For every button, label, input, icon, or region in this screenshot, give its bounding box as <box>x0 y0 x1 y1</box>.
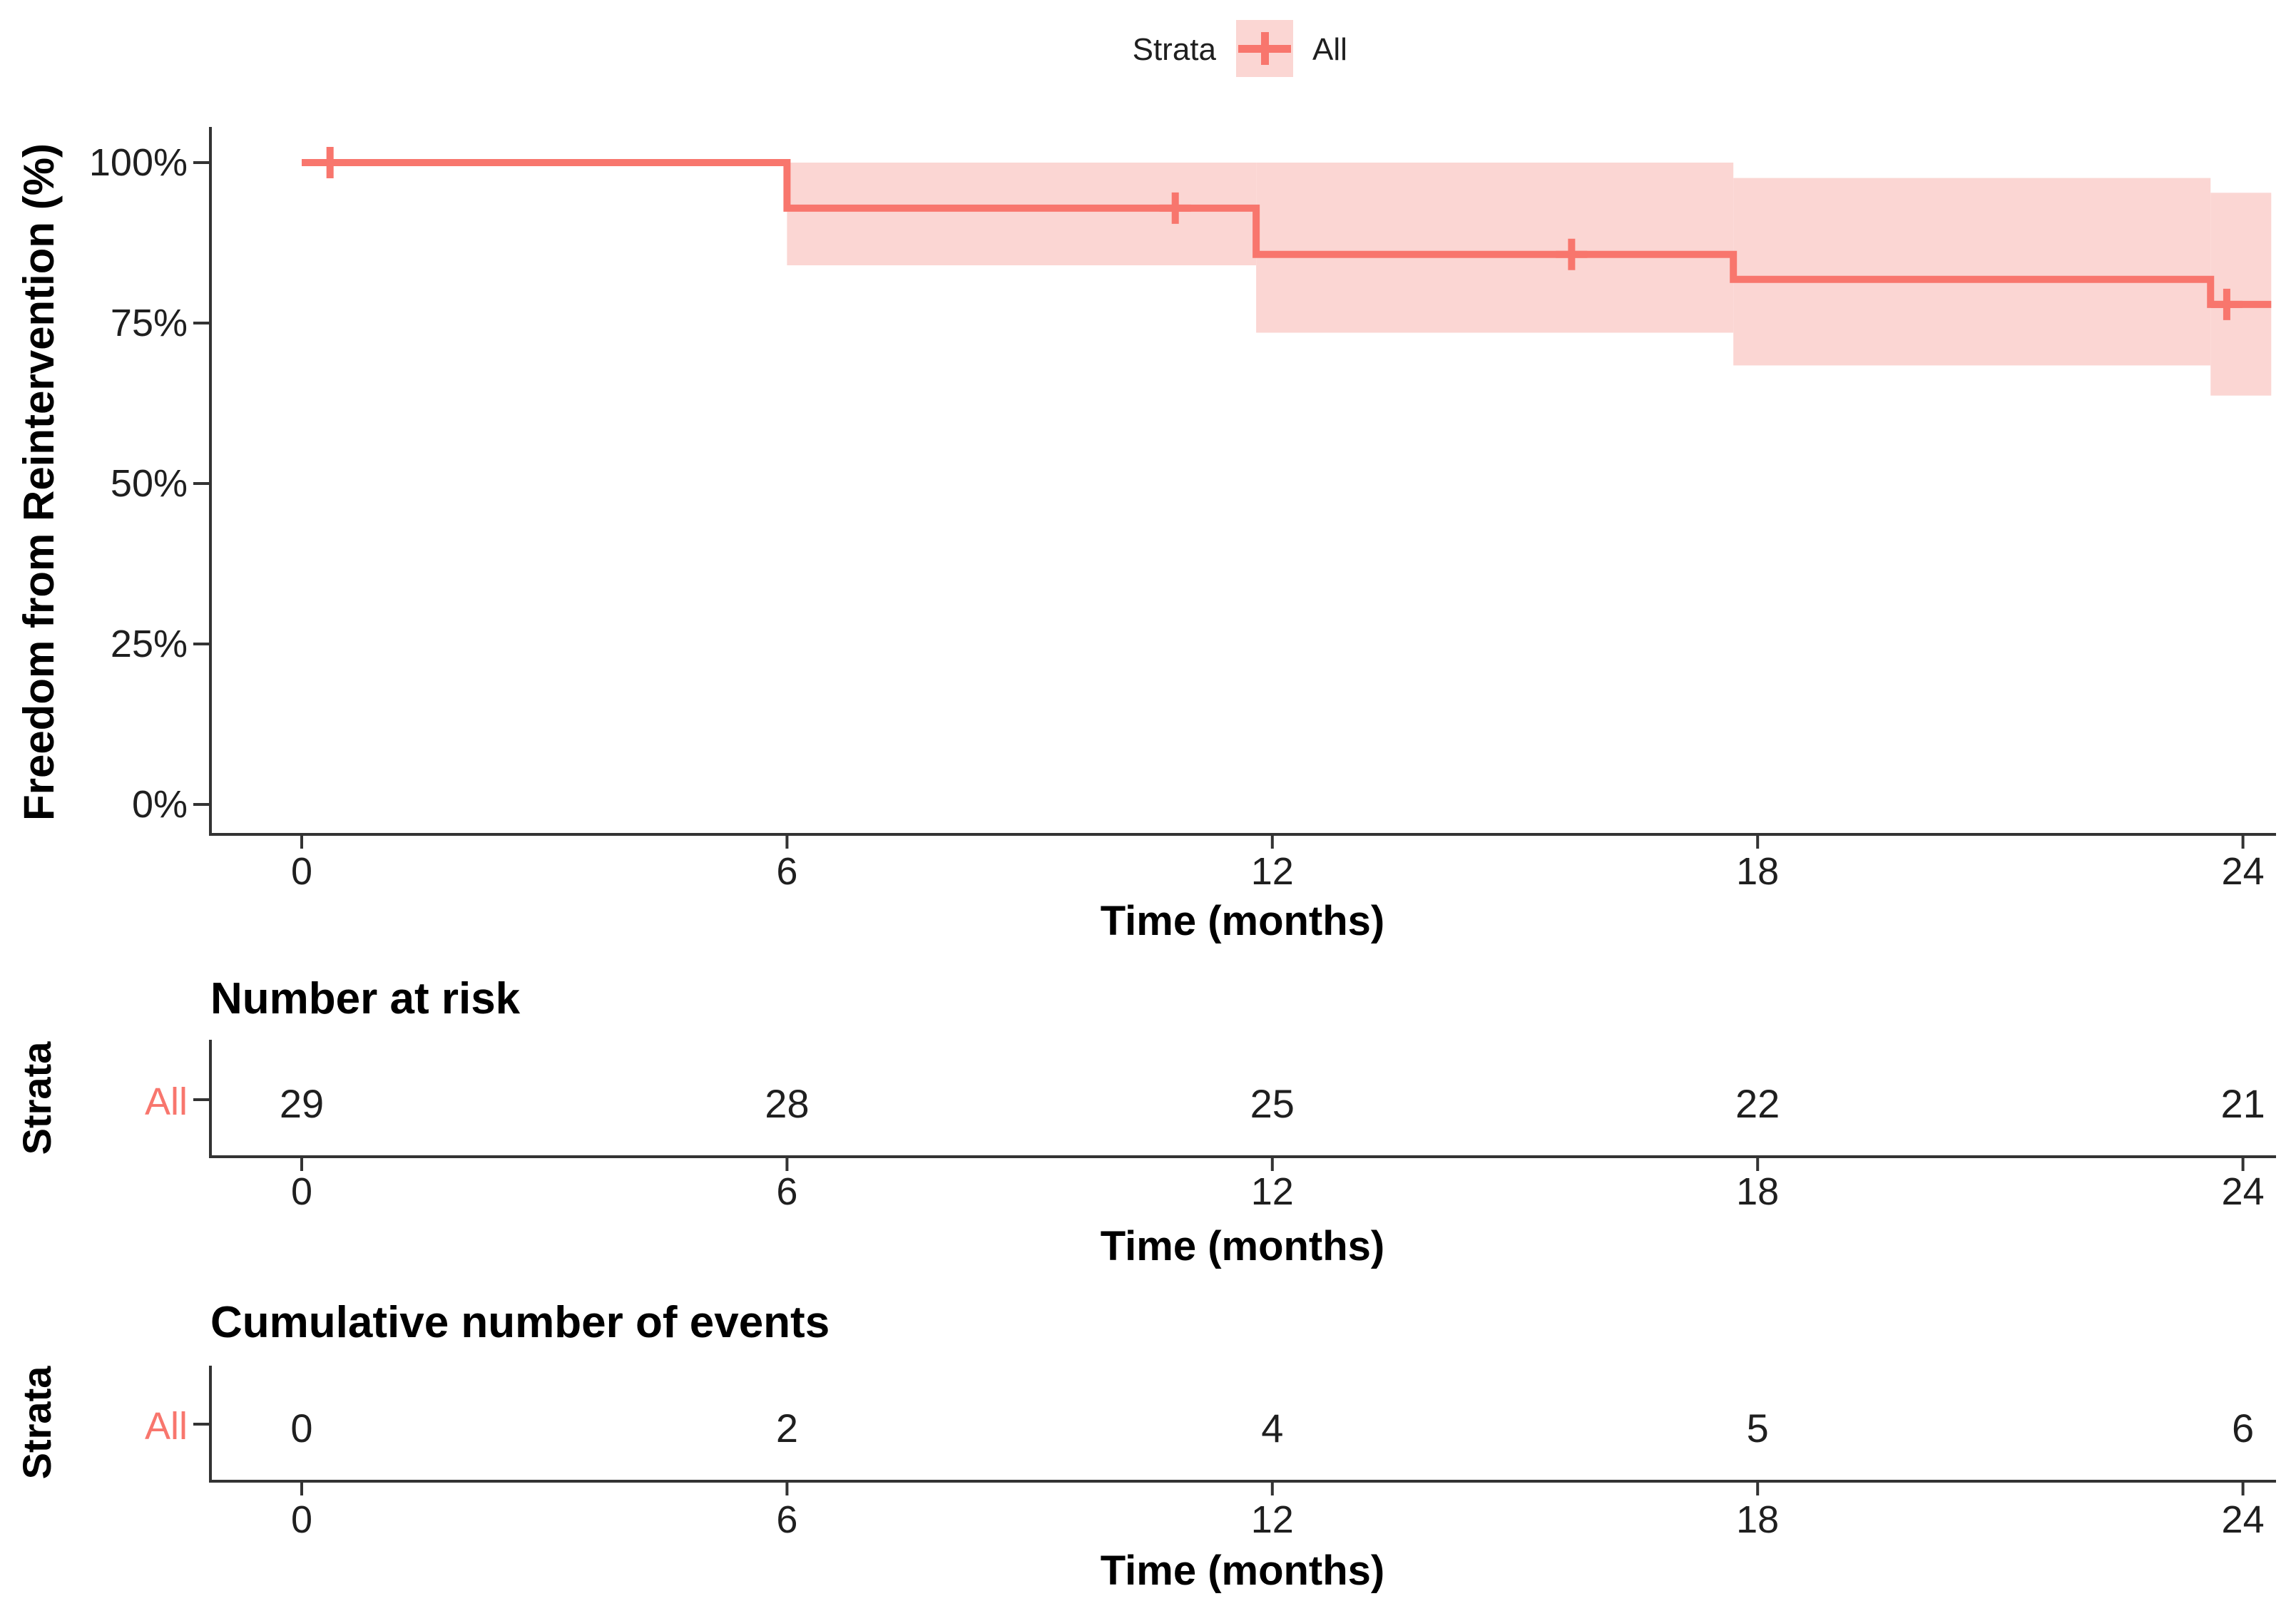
legend-key-all <box>1236 20 1293 77</box>
y-axis-tick-label: 75% <box>110 302 188 344</box>
risk-x-tick-label: 24 <box>2221 1170 2265 1213</box>
survival-curve <box>302 159 2272 308</box>
events-x-tick-label: 6 <box>776 1498 798 1541</box>
confidence-band <box>787 163 1257 265</box>
x-axis-title-risk: Time (months) <box>1100 1223 1385 1269</box>
risk-table-row-label: All <box>144 1080 188 1123</box>
events-table-value: 2 <box>775 1406 798 1451</box>
events-table-value: 5 <box>1746 1406 1769 1451</box>
y-axis-tick-label: 25% <box>110 623 188 665</box>
y-axis-tick-label: 0% <box>131 783 188 826</box>
x-axis-tick-label: 18 <box>1736 850 1780 893</box>
risk-x-tick-label: 12 <box>1250 1170 1294 1213</box>
events-table-value: 4 <box>1261 1406 1284 1451</box>
events-table-row-label: All <box>144 1405 188 1448</box>
x-axis-tick-label: 12 <box>1250 850 1294 893</box>
y-axis-tick-label: 50% <box>110 462 188 505</box>
events-table-strata-axis-label: Strata <box>14 1366 59 1480</box>
events-x-tick-label: 18 <box>1736 1498 1780 1541</box>
events-table-title: Cumulative number of events <box>210 1298 830 1347</box>
legend-title: Strata <box>1132 32 1216 67</box>
risk-x-tick-label: 6 <box>776 1170 798 1213</box>
confidence-band <box>2210 193 2272 396</box>
events-table-value: 6 <box>2232 1406 2255 1451</box>
x-axis-tick-label: 24 <box>2221 850 2265 893</box>
x-axis-tick-label: 0 <box>290 850 313 893</box>
confidence-band <box>1733 178 2211 366</box>
events-table-value: 0 <box>290 1406 313 1451</box>
risk-table-value: 21 <box>2220 1081 2265 1126</box>
events-x-tick-label: 24 <box>2221 1498 2265 1541</box>
y-axis-tick-label: 100% <box>88 141 188 184</box>
risk-table-value: 28 <box>765 1081 810 1126</box>
confidence-band <box>1256 163 1734 333</box>
risk-table-title: Number at risk <box>210 974 521 1023</box>
events-x-tick-label: 12 <box>1250 1498 1294 1541</box>
events-x-tick-label: 0 <box>290 1498 313 1541</box>
y-axis-title: Freedom from Reintervention (%) <box>15 143 63 822</box>
x-axis-tick-label: 6 <box>776 850 798 893</box>
risk-table-value: 25 <box>1250 1081 1295 1126</box>
risk-x-tick-label: 0 <box>290 1170 313 1213</box>
censor-plus-icon-vertical <box>1261 32 1269 65</box>
x-axis-title-events: Time (months) <box>1100 1548 1385 1594</box>
risk-table-strata-axis-label: Strata <box>14 1041 59 1155</box>
legend-item-label: All <box>1312 32 1347 67</box>
risk-table-value: 29 <box>279 1081 325 1126</box>
risk-table-value: 22 <box>1735 1081 1780 1126</box>
risk-x-tick-label: 18 <box>1736 1170 1780 1213</box>
x-axis-title-main: Time (months) <box>1100 898 1385 944</box>
